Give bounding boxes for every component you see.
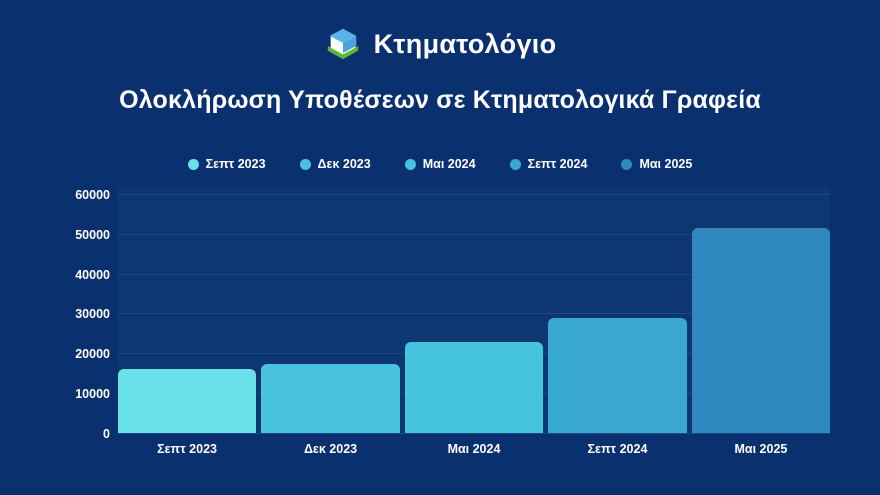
legend-label: Δεκ 2023: [317, 156, 371, 171]
legend-item[interactable]: Σεπτ 2024: [509, 156, 588, 171]
bar-slot: [261, 187, 400, 434]
brand-name: Κτηματολόγιο: [373, 28, 557, 59]
bar[interactable]: [261, 364, 400, 434]
legend-swatch-icon: [621, 158, 633, 170]
legend-label: Μαι 2024: [422, 156, 476, 171]
x-axis-tick-label: Μαι 2024: [447, 442, 501, 456]
x-axis: Σεπτ 2023 Δεκ 2023 Μαι 2024 Σεπτ 2024 Μαι 20…: [118, 440, 830, 458]
chart-area: 0 10000 20000 30000 40000 50000 60000 Σεπτ 202…: [0, 178, 880, 458]
bar[interactable]: [691, 228, 830, 434]
x-axis-slot: Μαι 2025: [692, 440, 830, 458]
x-axis-tick-label: Σεπτ 2023: [157, 442, 217, 456]
y-axis-tick-label: 40000: [75, 267, 110, 282]
x-axis-slot: Μαι 2024: [405, 440, 543, 458]
legend-item[interactable]: Δεκ 2023: [299, 156, 371, 171]
gridline: [118, 193, 830, 195]
plot-area: [118, 187, 830, 434]
cube-book-logo-icon: [327, 28, 358, 60]
y-axis-tick-label: 50000: [75, 227, 110, 242]
legend-swatch-icon: [509, 158, 521, 170]
x-axis-tick-label: Σεπτ 2024: [587, 442, 648, 456]
x-axis-slot: Δεκ 2023: [261, 440, 399, 458]
x-axis-tick-label: Μαι 2025: [734, 442, 788, 456]
legend-swatch-icon: [187, 158, 199, 170]
x-axis-baseline: [118, 433, 830, 434]
legend-item[interactable]: Μαι 2024: [404, 156, 476, 171]
y-axis-tick-label: 10000: [75, 386, 110, 401]
x-axis-tick-label: Δεκ 2023: [303, 442, 358, 456]
bar[interactable]: [548, 318, 687, 434]
legend-swatch-icon: [404, 158, 416, 170]
bar-slot: [118, 187, 257, 434]
legend-swatch-icon: [299, 158, 311, 170]
legend-label: Σεπτ 2023: [205, 156, 266, 171]
bar-group: [118, 187, 830, 434]
bar-slot: [691, 187, 830, 434]
legend-item[interactable]: Μαι 2025: [621, 158, 692, 171]
legend-label: Σεπτ 2024: [527, 156, 588, 171]
bar[interactable]: [118, 369, 257, 434]
y-axis-tick-label: 20000: [75, 347, 110, 362]
bar-slot: [548, 187, 687, 434]
bar[interactable]: [404, 342, 544, 434]
x-axis-slot: Σεπτ 2023: [118, 440, 256, 458]
page-title: Ολοκλήρωση Υποθέσεων σε Κτηματολογικά Γρ…: [119, 86, 761, 114]
y-axis-tick-label: 0: [103, 426, 110, 441]
legend-label: Μαι 2025: [639, 156, 693, 171]
gridline: [118, 313, 830, 315]
gridline: [118, 273, 830, 275]
brand-header: Κτηματολόγιο: [0, 22, 880, 66]
y-axis-tick-label: 30000: [75, 307, 110, 322]
y-axis-tick-label: 60000: [75, 187, 110, 202]
bar-slot: [404, 187, 544, 434]
chart-legend: Σεπτ 2023 Δεκ 2023 Μαι 2024 Σεπτ 2024 Μαι 20…: [0, 154, 880, 174]
gridline: [118, 233, 830, 235]
x-axis-slot: Σεπτ 2024: [548, 440, 686, 458]
legend-item[interactable]: Σεπτ 2023: [187, 156, 266, 171]
y-axis: 0 10000 20000 30000 40000 50000 60000: [48, 178, 118, 440]
